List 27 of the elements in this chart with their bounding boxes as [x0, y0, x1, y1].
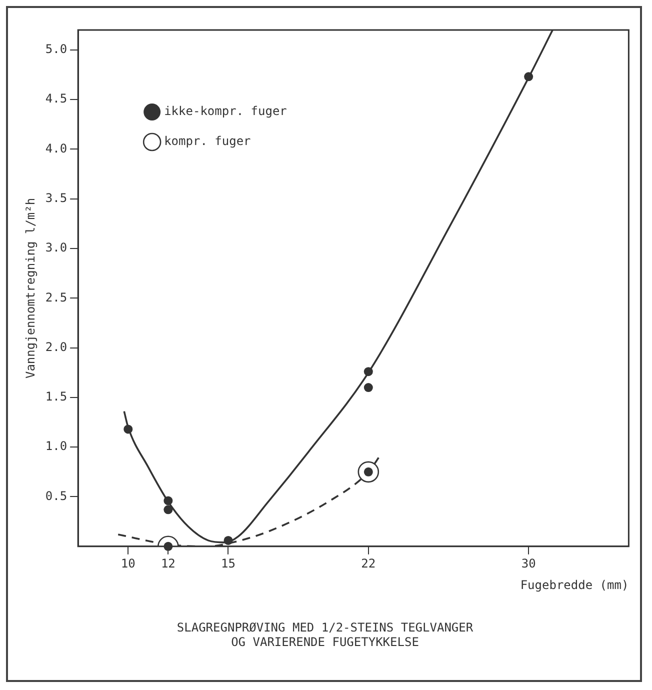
point	[524, 72, 534, 82]
x-tick-label: 15	[221, 556, 236, 571]
x-tick-label: 12	[160, 556, 176, 571]
point	[164, 496, 173, 506]
point	[364, 383, 373, 392]
y-tick-label: 3.5	[45, 190, 68, 205]
y-tick-label: 2.5	[45, 290, 68, 304]
point	[224, 536, 233, 545]
legend-label: kompr. fuger	[164, 134, 251, 148]
x-tick-label: 10	[120, 556, 136, 571]
y-axis-title: Vanngjennomtregning l/m²h	[23, 198, 38, 379]
y-tick-label: 4.5	[45, 92, 68, 106]
point	[124, 424, 133, 434]
y-tick-label: 0.5	[45, 488, 68, 503]
point	[364, 367, 373, 376]
x-tick-label: 30	[521, 556, 536, 571]
legend-label: ikke-kompr. fuger	[164, 104, 287, 118]
x-tick-label: 22	[361, 556, 376, 571]
y-tick-label: 2.0	[45, 340, 68, 354]
y-tick-label: 1.5	[45, 390, 68, 404]
x-axis-title: Fugebredde (mm)	[520, 578, 629, 592]
y-tick-label: 5.0	[45, 42, 68, 56]
y-tick-label: 1.0	[45, 439, 68, 454]
text: SLAGREGNPRØVING MED 1/2-STEINS TEGLVANGER OG VARIERENDE FUGETYKKELSE	[176, 620, 474, 649]
y-tick-label: 4.0	[45, 141, 68, 156]
point	[164, 505, 173, 514]
y-tick-label: 3.0	[45, 240, 68, 255]
